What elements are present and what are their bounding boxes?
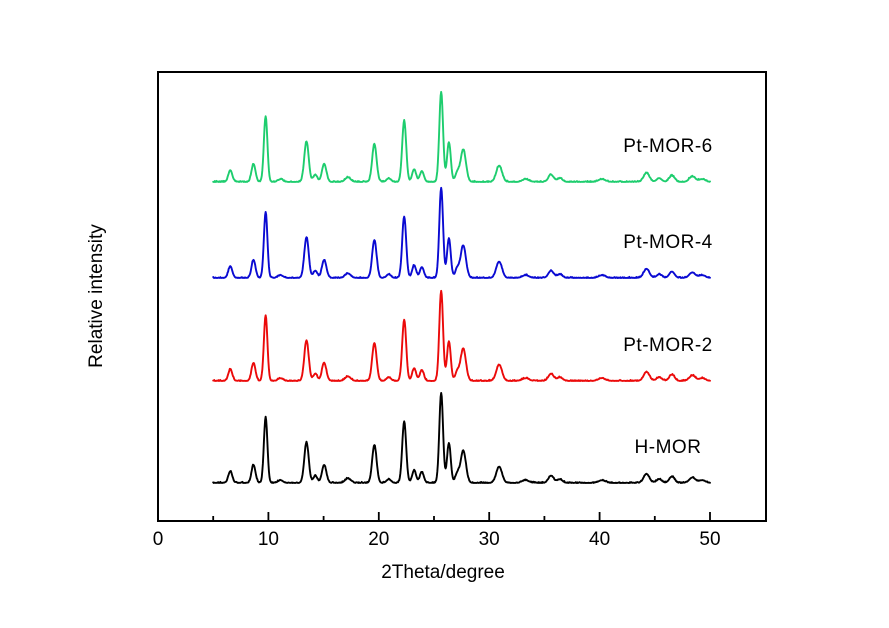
series-label-pt-mor-6: Pt-MOR-6: [623, 136, 713, 157]
series-label-pt-mor-4: Pt-MOR-4: [623, 232, 713, 253]
x-tick-label: 10: [257, 529, 279, 550]
xrd-trace-pt-mor-4: [212, 186, 711, 279]
series-label-pt-mor-2: Pt-MOR-2: [623, 335, 713, 356]
x-axis-ticks: [157, 512, 711, 520]
x-axis-label: 2Theta/degree: [381, 562, 505, 583]
plot-frame: [157, 71, 767, 522]
y-axis-label: Relative intensity: [86, 224, 107, 368]
x-tick-label: 20: [368, 529, 390, 550]
x-tick-label: 30: [478, 529, 500, 550]
xrd-trace-h-mor: [212, 391, 711, 484]
series-label-h-mor: H-MOR: [634, 437, 702, 458]
xrd-curves: [212, 90, 711, 484]
xrd-trace-pt-mor-2: [212, 289, 711, 382]
x-tick-label: 0: [152, 529, 164, 550]
x-tick-label: 50: [699, 529, 721, 550]
xrd-trace-pt-mor-6: [212, 90, 711, 183]
x-tick-label: 40: [589, 529, 611, 550]
